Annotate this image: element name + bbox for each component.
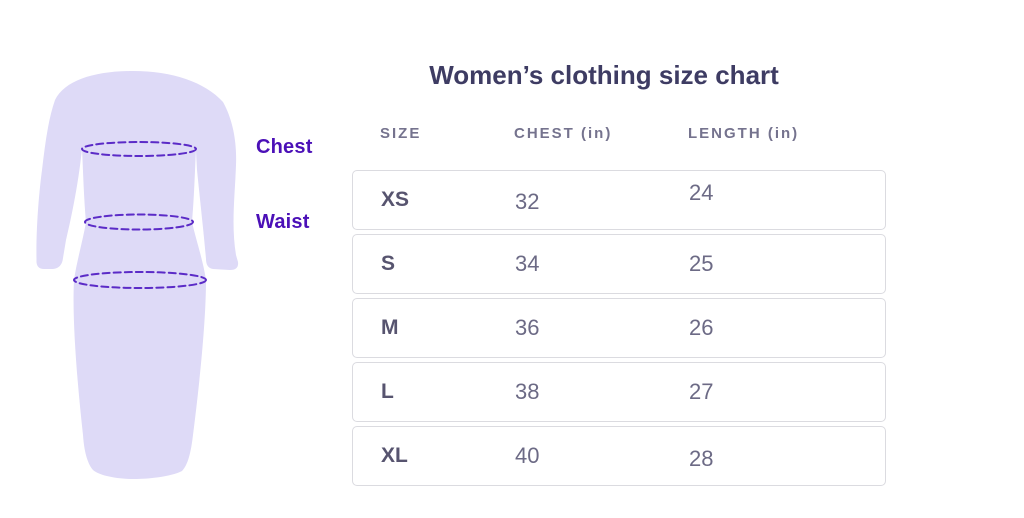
size-cell: M — [381, 316, 399, 339]
size-cell: XL — [381, 444, 408, 467]
chest-cell: 38 — [515, 379, 540, 404]
chest-measure-line — [81, 141, 197, 157]
table-row-s: S 34 25 — [352, 234, 886, 294]
chest-cell: 34 — [515, 251, 540, 276]
length-cell: 25 — [689, 251, 714, 276]
table-row-xs: XS 32 24 — [352, 170, 886, 230]
chest-label: Chest — [256, 136, 313, 158]
length-cell: 24 — [689, 180, 714, 205]
table-row-l: L 38 27 — [352, 362, 886, 422]
length-cell: 27 — [689, 379, 714, 404]
size-table: XS 32 24 S 34 25 M 36 26 L 38 27 XL 40 2… — [352, 170, 886, 490]
waist-label: Waist — [256, 211, 310, 233]
size-cell: S — [381, 252, 396, 275]
header-size: SIZE — [380, 124, 422, 142]
size-cell: L — [381, 380, 394, 403]
chest-cell: 32 — [515, 189, 540, 214]
length-cell: 28 — [689, 446, 714, 471]
length-cell: 26 — [689, 315, 714, 340]
size-cell: XS — [381, 188, 410, 211]
header-chest: CHEST (in) — [514, 124, 613, 142]
dress-illustration — [36, 71, 239, 479]
page-title: Women’s clothing size chart — [429, 60, 779, 90]
chest-cell: 40 — [515, 443, 540, 468]
waist-measure-line — [84, 213, 194, 231]
chest-cell: 36 — [515, 315, 540, 340]
table-row-xl: XL 40 28 — [352, 426, 886, 486]
header-length: LENGTH (in) — [688, 124, 800, 142]
table-header-row: SIZE CHEST (in) LENGTH (in) — [352, 122, 886, 144]
dress-silhouette — [36, 71, 239, 479]
table-row-m: M 36 26 — [352, 298, 886, 358]
hip-measure-line — [73, 271, 207, 289]
